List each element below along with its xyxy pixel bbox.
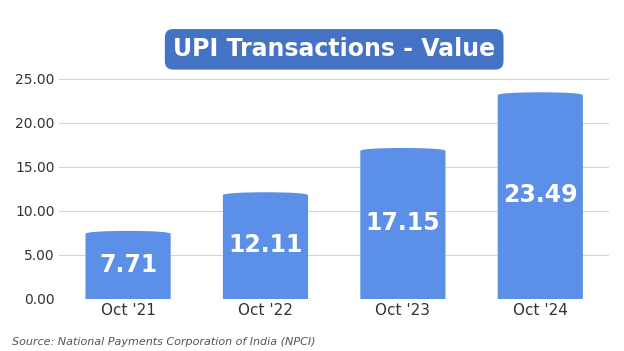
Text: 12.11: 12.11 [228,233,303,257]
Text: 7.71: 7.71 [99,253,157,277]
Text: 17.15: 17.15 [366,211,440,235]
Title: UPI Transactions - Value: UPI Transactions - Value [173,37,495,61]
Text: Source: National Payments Corporation of India (NPCI): Source: National Payments Corporation of… [12,338,316,347]
FancyBboxPatch shape [498,92,583,302]
Text: 23.49: 23.49 [503,184,578,207]
FancyBboxPatch shape [360,148,446,302]
FancyBboxPatch shape [223,192,308,302]
Text: (In Rs Lakh Crore): (In Rs Lakh Crore) [265,52,403,67]
FancyBboxPatch shape [85,231,170,302]
